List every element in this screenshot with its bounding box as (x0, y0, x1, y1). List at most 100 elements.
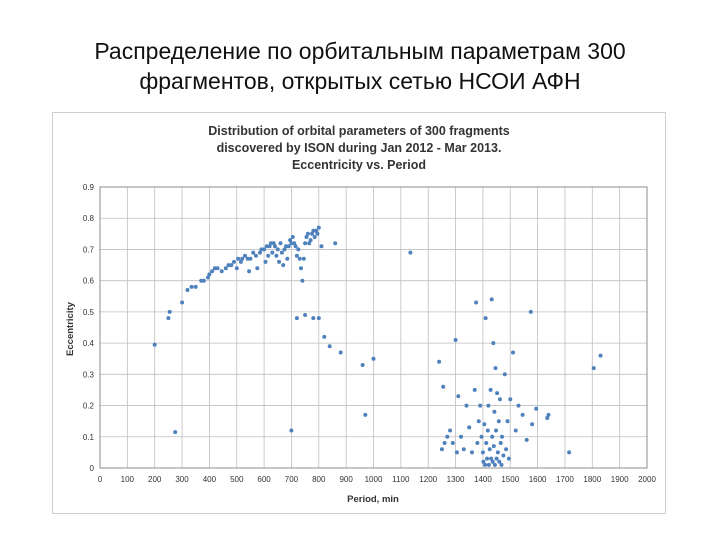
data-point (506, 456, 511, 461)
data-point (482, 422, 487, 427)
data-point (316, 316, 321, 321)
x-tick-label: 1000 (365, 475, 383, 484)
data-point (445, 434, 450, 439)
data-point (499, 462, 504, 467)
y-tick-label: 0.6 (83, 277, 95, 286)
data-point (308, 238, 313, 243)
data-point (508, 397, 513, 402)
data-point (338, 350, 343, 355)
data-point (201, 278, 206, 283)
data-point (448, 428, 453, 433)
y-tick-label: 0.9 (83, 183, 95, 192)
data-point (255, 266, 260, 271)
data-point (289, 241, 294, 246)
data-point (206, 275, 210, 280)
data-point (243, 253, 247, 258)
data-point (504, 447, 509, 452)
data-point (294, 253, 299, 258)
data-point (484, 441, 489, 445)
x-tick-label: 1200 (419, 475, 437, 484)
data-point (311, 228, 316, 233)
data-point (248, 256, 253, 261)
data-point (478, 403, 483, 408)
data-point (513, 428, 518, 433)
data-point (502, 372, 507, 377)
x-tick-label: 1100 (392, 475, 410, 484)
data-point (226, 263, 231, 268)
x-tick-label: 800 (312, 475, 326, 484)
data-point (492, 462, 497, 467)
data-point (487, 447, 492, 452)
data-point (304, 235, 309, 239)
grid (99, 186, 648, 469)
data-point (268, 241, 273, 246)
data-point (598, 353, 603, 358)
data-point (315, 231, 320, 236)
data-point (310, 231, 314, 236)
slide-title-line-2: фрагментов, открытых сетью НСОИ АФН (139, 68, 581, 94)
data-point (476, 419, 481, 424)
data-point (442, 441, 447, 445)
data-point (546, 412, 551, 417)
data-point (303, 241, 308, 246)
data-point (491, 341, 496, 346)
plot-area (99, 186, 648, 469)
data-point (189, 284, 194, 289)
data-point (327, 344, 332, 349)
data-point (279, 250, 284, 255)
data-point (360, 363, 365, 367)
x-tick-label: 500 (230, 475, 244, 484)
data-point (293, 244, 298, 249)
data-point (453, 338, 458, 342)
data-point (495, 450, 500, 455)
data-point (292, 241, 297, 246)
y-tick-label: 0.2 (83, 402, 95, 411)
data-point (485, 456, 489, 461)
data-point (494, 428, 498, 433)
data-point (489, 297, 494, 302)
data-point (263, 259, 268, 264)
data-point (219, 269, 224, 274)
data-point (258, 250, 262, 255)
data-point (296, 247, 301, 252)
data-point (497, 459, 502, 464)
data-point (528, 309, 533, 314)
y-tick-label: 0.8 (83, 214, 95, 223)
data-point (312, 235, 317, 239)
data-point (545, 416, 550, 420)
x-tick-label: 700 (285, 475, 299, 484)
data-point (534, 406, 539, 411)
data-point (491, 444, 496, 449)
data-point (516, 403, 521, 408)
data-point (567, 450, 572, 455)
data-point (314, 228, 319, 233)
chart-frame: 0 100 200 300 400 500 600 700 800 900 1000 1100 1200… (52, 112, 666, 514)
data-point (247, 269, 252, 274)
data-point (494, 456, 499, 461)
data-point (270, 250, 275, 255)
x-tick-labels: 0 100 200 300 400 500 600 700 800 900 1000 1100 1200… (98, 475, 657, 484)
data-point (322, 334, 327, 339)
data-point (483, 316, 488, 321)
data-point (439, 447, 444, 452)
data-point (486, 403, 491, 408)
data-point (501, 453, 506, 458)
data-point (271, 241, 276, 246)
x-axis-label: Period, min (347, 494, 399, 505)
data-point (490, 434, 495, 439)
chart-title-line-3: Eccentricity vs. Period (292, 158, 426, 172)
data-point (467, 425, 472, 430)
data-point (500, 434, 504, 439)
data-point (511, 350, 515, 355)
data-point (207, 272, 212, 277)
data-point (301, 256, 306, 261)
y-tick-label: 0.1 (83, 433, 95, 442)
data-point (488, 387, 493, 392)
data-point (251, 250, 256, 255)
data-point (234, 266, 239, 271)
data-point (299, 266, 303, 271)
data-point (524, 437, 529, 442)
x-tick-label: 200 (148, 475, 162, 484)
data-point (180, 300, 185, 305)
